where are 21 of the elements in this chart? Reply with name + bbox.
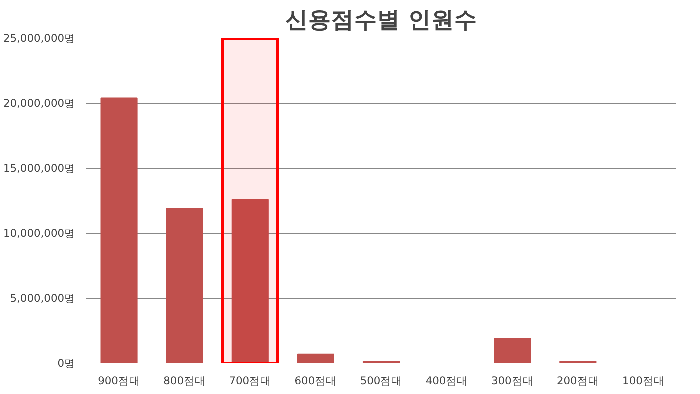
bar (297, 354, 334, 364)
y-tick-label: 20,000,000명 (3, 97, 76, 110)
y-tick-label: 25,000,000명 (3, 32, 76, 45)
x-tick-label: 900점대 (98, 374, 140, 388)
x-tick-label: 400점대 (426, 374, 468, 388)
bar (232, 199, 269, 364)
y-tick-label: 15,000,000명 (3, 162, 76, 175)
x-tick-label: 300점대 (491, 374, 534, 388)
x-tick-label: 700점대 (229, 374, 272, 388)
x-tick-label: 500점대 (360, 374, 403, 388)
x-tick-label: 200점대 (556, 374, 600, 388)
x-tick-label: 800점대 (164, 374, 206, 388)
bar (494, 338, 532, 364)
y-tick-label: 0명 (58, 357, 76, 370)
y-tick-label: 5,000,000명 (10, 292, 76, 305)
bar (100, 98, 138, 364)
x-tick-label: 100점대 (622, 374, 665, 388)
bar (166, 208, 204, 364)
chart-title: 신용점수별 인원수 (286, 8, 478, 34)
x-tick-label: 600점대 (294, 374, 338, 388)
y-tick-label: 10,000,000명 (3, 227, 76, 240)
